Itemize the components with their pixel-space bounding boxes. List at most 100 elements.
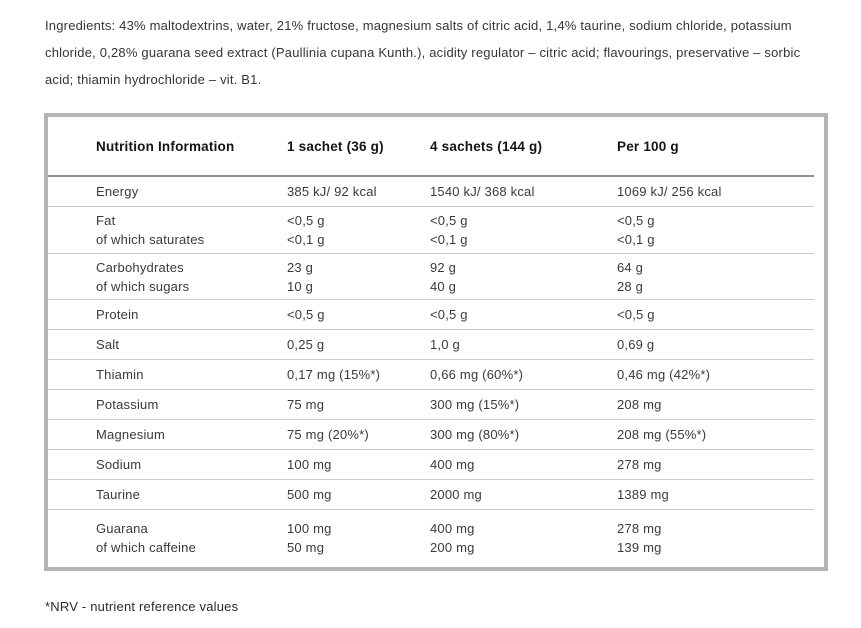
row-label: Magnesium bbox=[48, 425, 287, 444]
cell-line: of which saturates bbox=[96, 232, 205, 247]
cell-line: 0,46 mg (42%*) bbox=[617, 367, 711, 382]
cell-line: <0,5 g bbox=[617, 307, 655, 322]
cell-line: 10 g bbox=[287, 278, 314, 294]
value-cell: 278 mg 139 mg bbox=[617, 519, 814, 557]
cell-line: <0,5 g bbox=[287, 213, 325, 228]
cell-line: 75 mg bbox=[287, 397, 325, 412]
cell-line: Protein bbox=[96, 307, 139, 322]
cell-line: Fat bbox=[96, 213, 116, 228]
value-cell: 0,66 mg (60%*) bbox=[430, 365, 617, 384]
cell-line: <0,5 g bbox=[617, 213, 655, 228]
header-cell-4-sachets: 4 sachets (144 g) bbox=[430, 137, 617, 156]
value-cell: 0,46 mg (42%*) bbox=[617, 365, 814, 384]
cell-line: 75 mg (20%*) bbox=[287, 427, 369, 442]
value-cell: 208 mg bbox=[617, 395, 814, 414]
row-label: Protein bbox=[48, 305, 287, 324]
value-cell: <0,5 g <0,1 g bbox=[287, 211, 430, 249]
table-row-magnesium: Magnesium 75 mg (20%*) 300 mg (80%*) 208… bbox=[48, 420, 814, 450]
value-cell: 1069 kJ/ 256 kcal bbox=[617, 182, 814, 201]
value-cell: 0,69 g bbox=[617, 335, 814, 354]
cell-line: 100 mg bbox=[287, 521, 332, 536]
row-label: Carbohydrates of which sugars bbox=[48, 258, 287, 296]
cell-line: 50 mg bbox=[287, 540, 325, 555]
value-cell: 1,0 g bbox=[430, 335, 617, 354]
value-cell: 92 g 40 g bbox=[430, 258, 617, 296]
cell-line: <0,1 g bbox=[617, 232, 655, 247]
value-cell: 385 kJ/ 92 kcal bbox=[287, 182, 430, 201]
value-cell: <0,5 g bbox=[287, 305, 430, 324]
cell-line: of which caffeine bbox=[96, 540, 196, 555]
cell-line: Energy bbox=[96, 184, 139, 199]
cell-line: Thiamin bbox=[96, 367, 144, 382]
row-label: Sodium bbox=[48, 455, 287, 474]
table-row-taurine: Taurine 500 mg 2000 mg 1389 mg bbox=[48, 480, 814, 510]
cell-line: 1540 kJ/ 368 kcal bbox=[430, 184, 535, 199]
cell-line: Magnesium bbox=[96, 427, 165, 442]
cell-line: 0,66 mg (60%*) bbox=[430, 367, 524, 382]
cell-line: 92 g bbox=[430, 259, 457, 275]
cell-line: 100 mg bbox=[287, 457, 332, 472]
cell-line: 0,69 g bbox=[617, 337, 655, 352]
value-cell: 100 mg 50 mg bbox=[287, 519, 430, 557]
cell-line: <0,1 g bbox=[430, 232, 468, 247]
row-label: Potassium bbox=[48, 395, 287, 414]
cell-line: 0,17 mg (15%*) bbox=[287, 367, 381, 382]
cell-line: 1,0 g bbox=[430, 337, 460, 352]
header-text: 1 sachet (36 g) bbox=[287, 138, 384, 154]
cell-line: Carbohydrates bbox=[96, 259, 184, 275]
cell-line: 200 mg bbox=[430, 540, 475, 555]
value-cell: 64 g 28 g bbox=[617, 258, 814, 296]
cell-line: 0,25 g bbox=[287, 337, 325, 352]
cell-line: 208 mg bbox=[617, 397, 662, 412]
value-cell: 400 mg bbox=[430, 455, 617, 474]
cell-line: Salt bbox=[96, 337, 120, 352]
cell-line: 40 g bbox=[430, 278, 457, 294]
table-row-thiamin: Thiamin 0,17 mg (15%*) 0,66 mg (60%*) 0,… bbox=[48, 360, 814, 390]
table-row-energy: Energy 385 kJ/ 92 kcal 1540 kJ/ 368 kcal… bbox=[48, 177, 814, 207]
cell-line: 385 kJ/ 92 kcal bbox=[287, 184, 377, 199]
cell-line: 400 mg bbox=[430, 457, 475, 472]
cell-line: 28 g bbox=[617, 278, 644, 294]
value-cell: 278 mg bbox=[617, 455, 814, 474]
nrv-footnote: *NRV - nutrient reference values bbox=[45, 599, 239, 614]
row-label: Energy bbox=[48, 182, 287, 201]
cell-line: Sodium bbox=[96, 457, 142, 472]
value-cell: 2000 mg bbox=[430, 485, 617, 504]
cell-line: 23 g bbox=[287, 259, 314, 275]
value-cell: 400 mg 200 mg bbox=[430, 519, 617, 557]
value-cell: 100 mg bbox=[287, 455, 430, 474]
value-cell: <0,5 g <0,1 g bbox=[430, 211, 617, 249]
value-cell: 75 mg bbox=[287, 395, 430, 414]
cell-line: Taurine bbox=[96, 487, 141, 502]
row-label: Salt bbox=[48, 335, 287, 354]
row-label: Fat of which saturates bbox=[48, 211, 287, 249]
value-cell: <0,5 g <0,1 g bbox=[617, 211, 814, 249]
row-label: Taurine bbox=[48, 485, 287, 504]
cell-line: 300 mg (15%*) bbox=[430, 397, 520, 412]
table-row-sodium: Sodium 100 mg 400 mg 278 mg bbox=[48, 450, 814, 480]
value-cell: 0,25 g bbox=[287, 335, 430, 354]
value-cell: 500 mg bbox=[287, 485, 430, 504]
ingredients-paragraph: Ingredients: 43% maltodextrins, water, 2… bbox=[45, 18, 801, 87]
table-row-carbohydrates: Carbohydrates of which sugars 23 g 10 g 92… bbox=[48, 254, 814, 300]
cell-line: of which sugars bbox=[96, 278, 190, 294]
cell-line: 64 g bbox=[617, 259, 644, 275]
value-cell: <0,5 g bbox=[617, 305, 814, 324]
cell-line: 278 mg bbox=[617, 521, 662, 536]
header-text: 4 sachets (144 g) bbox=[430, 138, 543, 154]
value-cell: 208 mg (55%*) bbox=[617, 425, 814, 444]
header-text: Per 100 g bbox=[617, 138, 679, 154]
cell-line: 300 mg (80%*) bbox=[430, 427, 520, 442]
cell-line: <0,5 g bbox=[430, 213, 468, 228]
cell-line: <0,5 g bbox=[430, 307, 468, 322]
cell-line: 139 mg bbox=[617, 540, 662, 555]
cell-line: <0,1 g bbox=[287, 232, 325, 247]
cell-line: 1389 mg bbox=[617, 487, 669, 502]
value-cell: 300 mg (80%*) bbox=[430, 425, 617, 444]
header-cell-1-sachet: 1 sachet (36 g) bbox=[287, 137, 430, 156]
cell-line: <0,5 g bbox=[287, 307, 325, 322]
nutrition-table: Nutrition Information 1 sachet (36 g) 4 … bbox=[44, 113, 828, 571]
header-text: Nutrition Information bbox=[96, 138, 235, 154]
value-cell: 1540 kJ/ 368 kcal bbox=[430, 182, 617, 201]
